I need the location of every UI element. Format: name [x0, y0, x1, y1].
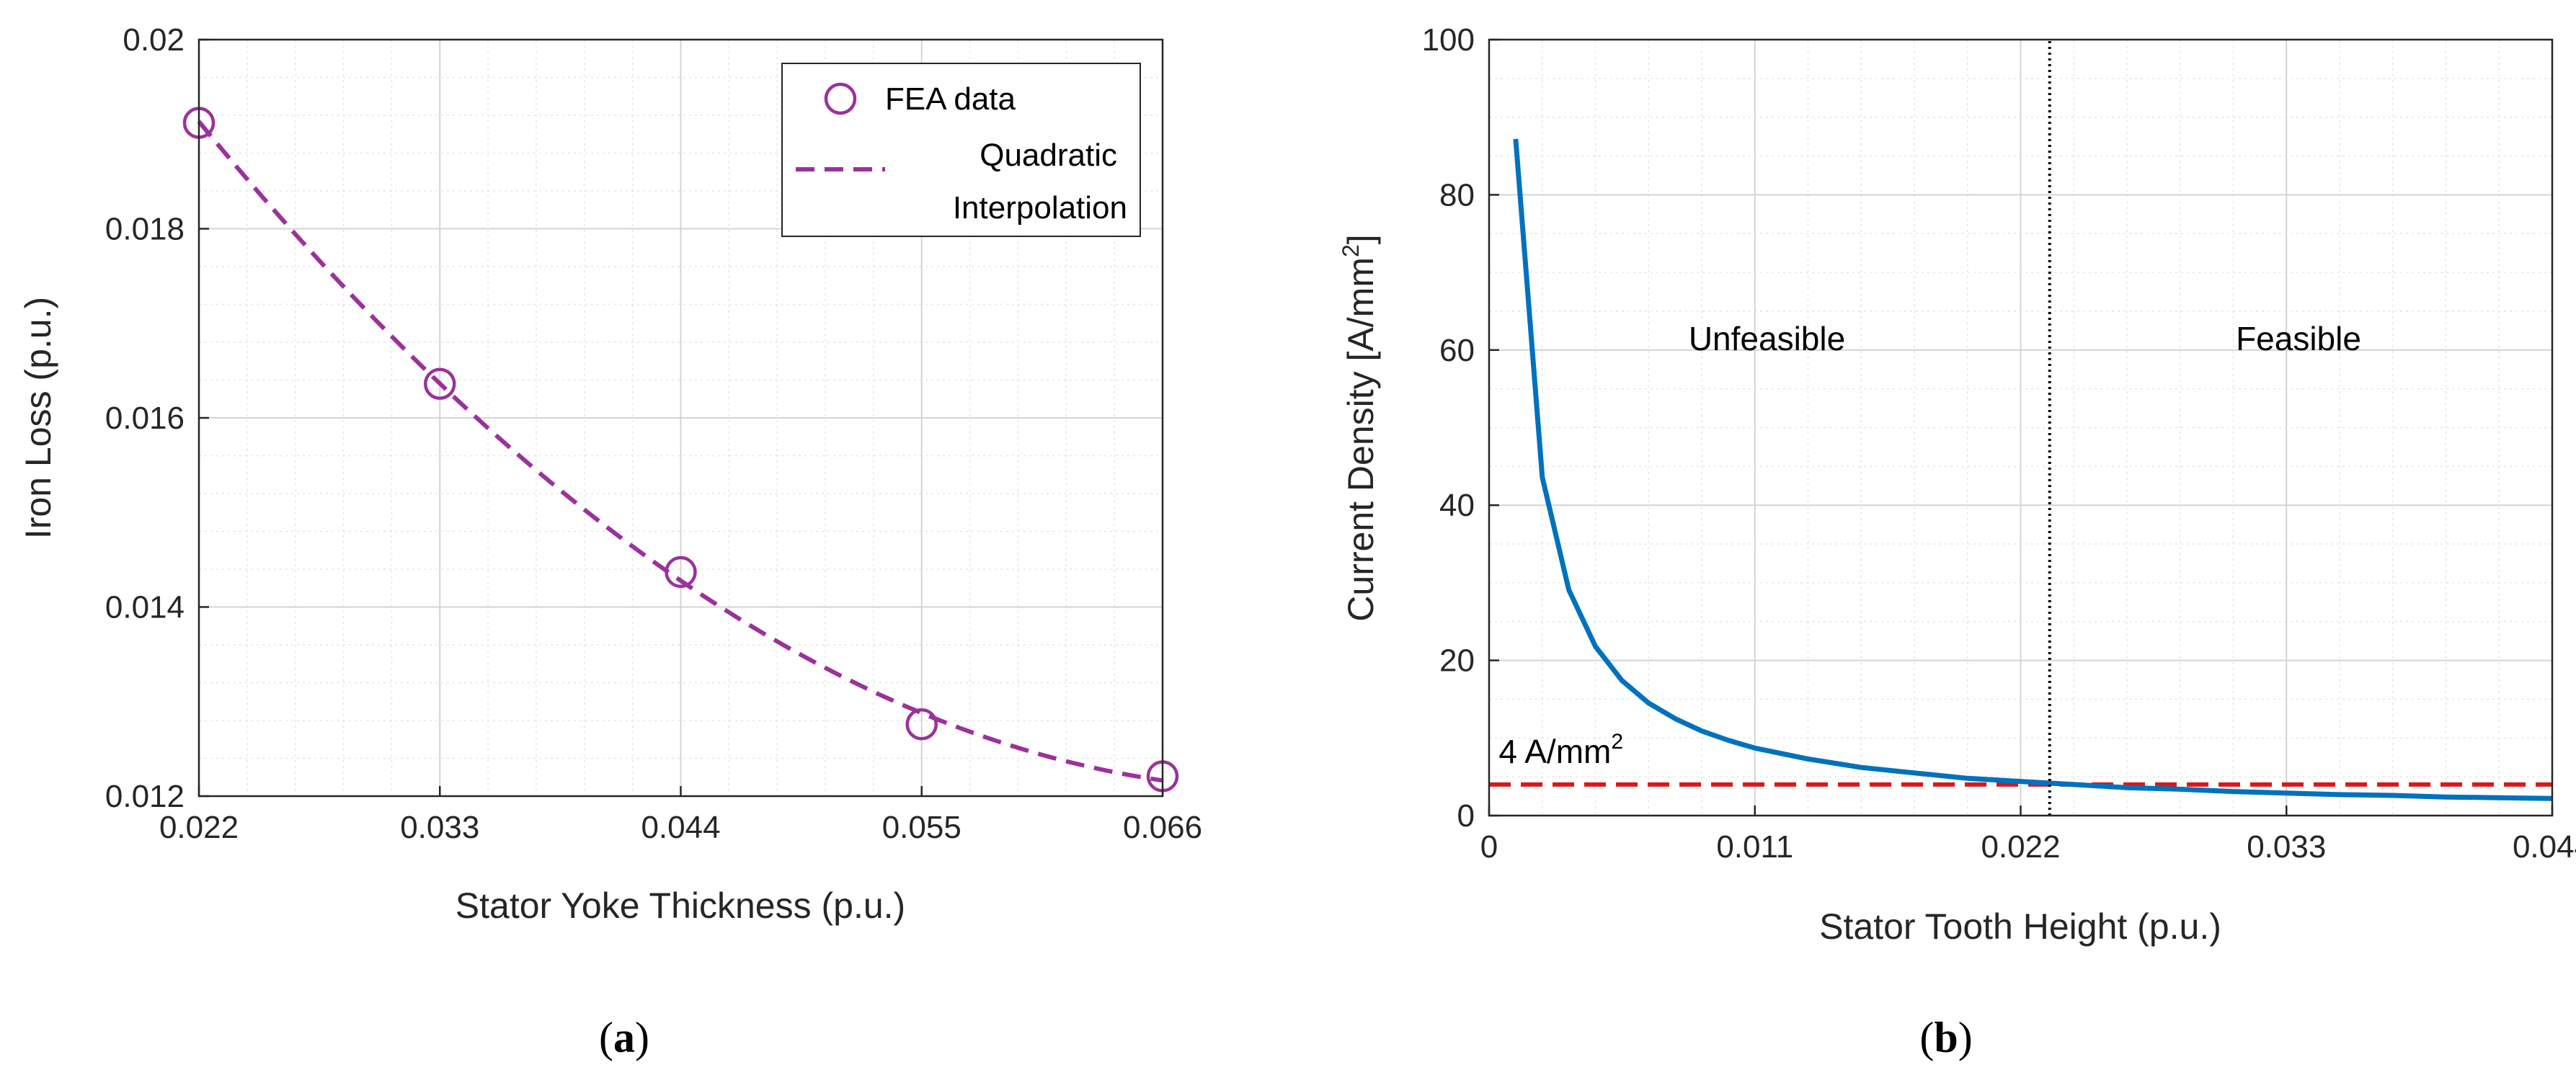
y-tick-label-0-016: 0.016 [105, 401, 185, 436]
y-axis-label-suffix: ] [1341, 234, 1381, 244]
y-tick-label-60: 60 [1439, 333, 1475, 368]
annotation-text: Unfeasible [1689, 320, 1845, 357]
y-tick-label-40: 40 [1439, 488, 1475, 523]
legend-label-interpolation: Interpolation [953, 190, 1127, 226]
panel-label-b-letter: b [1934, 1014, 1958, 1061]
legend: FEA data Quadratic Interpolation [781, 63, 1141, 237]
x-tick-label-0-044: 0.044 [641, 810, 720, 845]
panel-label-b-open: ( [1919, 1014, 1934, 1061]
x-tick-label-0-022: 0.022 [1981, 829, 2060, 865]
x-axis-label: Stator Tooth Height (p.u.) [1819, 906, 2221, 947]
panel-label-b: (b) [1919, 1014, 1972, 1061]
panel-label-b-close: ) [1958, 1014, 1973, 1061]
panel-label-a-letter: a [613, 1014, 635, 1061]
annotation-unfeasible: Unfeasible [1689, 320, 1845, 357]
legend-label-fea-data: FEA data [885, 81, 1016, 117]
x-tick-label-0: 0 [1480, 829, 1498, 865]
x-tick-label-0-044: 0.044 [2513, 829, 2576, 865]
y-tick-label-0-02: 0.02 [123, 22, 185, 58]
x-tick-label-0-066: 0.066 [1123, 810, 1202, 845]
y-tick-label-80: 80 [1439, 177, 1475, 213]
annotation-4-a-mm: 4 A/mm2 [1498, 730, 1623, 770]
x-axis-label: Stator Yoke Thickness (p.u.) [456, 885, 905, 926]
y-axis-label-text: Current Density [A/mm [1341, 257, 1381, 622]
x-tick-label-0-033: 0.033 [2247, 829, 2326, 865]
annotation-text: Feasible [2236, 320, 2361, 357]
y-tick-label-100: 100 [1422, 22, 1475, 58]
y-tick-label-0-014: 0.014 [105, 590, 185, 625]
chart-panel-b: 0 0.011 0.022 0.033 0.044 0 20 40 60 80 100 Unfeas… [1338, 22, 2576, 947]
x-tick-label-0-055: 0.055 [882, 810, 961, 845]
y-tick-label-20: 20 [1439, 643, 1475, 679]
series-line-quadratic-interpolation [197, 120, 1163, 783]
panel-label-a-open: ( [599, 1014, 613, 1061]
panel-label-a-close: ) [635, 1014, 649, 1061]
data-point-fea-3 [665, 555, 697, 589]
chart-panel-a: 0.022 0.033 0.044 0.055 0.066 0.012 0.014 0.016… [18, 22, 1202, 926]
y-tick-label-0: 0 [1457, 798, 1475, 834]
annotation-text: 4 A/mm [1498, 733, 1611, 770]
annotation-feasible: Feasible [2236, 320, 2361, 357]
x-tick-label-0-011: 0.011 [1716, 829, 1793, 865]
panel-label-a: (a) [599, 1014, 649, 1061]
y-axis-label: Current Density [A/mm2] [1338, 234, 1381, 621]
x-tick-label-0-033: 0.033 [400, 810, 479, 845]
annotation-superscript: 2 [1611, 730, 1623, 754]
y-axis-label: Iron Loss (p.u.) [18, 297, 58, 539]
x-tick-label-0-022: 0.022 [159, 810, 239, 845]
y-tick-label-0-018: 0.018 [105, 212, 185, 247]
series-line-current-density [1513, 138, 2553, 801]
data-point-fea-2 [424, 367, 456, 400]
data-point-fea-4 [905, 708, 938, 741]
y-tick-label-0-012: 0.012 [105, 779, 185, 814]
legend-marker-fea-data [824, 82, 857, 115]
legend-label-quadratic: Quadratic [980, 138, 1117, 173]
y-axis-label-superscript: 2 [1338, 244, 1364, 257]
